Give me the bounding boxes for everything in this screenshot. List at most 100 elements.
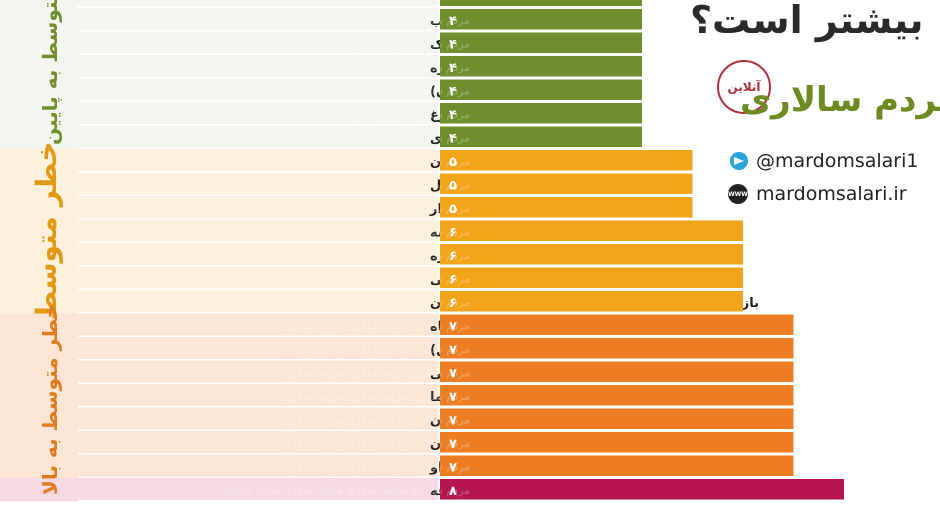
value-label: ۷ [449,343,457,358]
bar [440,432,794,453]
group-panel [0,0,78,149]
bar [440,455,794,476]
row-background [78,337,438,359]
bar [440,0,642,6]
bar-watermark: مردم سالاری مردم سالاری مردم سالاری [283,366,470,379]
value-label: ۶ [449,272,457,287]
row-background [78,478,438,500]
bar [440,408,794,429]
value-label: ۶ [449,225,457,240]
bar-watermark: مردم سالاری مردم سالاری مردم سالاری [283,343,470,356]
value-label: ۴ [449,37,457,52]
bar [440,173,693,194]
row-background [78,266,438,289]
bar-watermark: مردم سالاری مردم سالاری [347,14,470,27]
bar [440,314,794,335]
row-background [78,407,438,430]
group-panel [0,149,78,314]
bar [440,338,794,359]
bar-watermark: مردم سالاری مردم سالاری [347,202,470,215]
row-background [78,243,438,265]
bar [440,244,743,265]
row-background [78,149,438,171]
value-label: ۴ [449,14,457,29]
row-background [78,196,438,218]
telegram-handle[interactable]: @mardomsalari1 [756,150,919,172]
value-label: ۷ [449,437,457,452]
value-label: ۷ [449,319,457,334]
row-background [78,0,438,6]
row-background [78,8,438,30]
row-background [78,172,438,195]
bar [440,32,642,53]
bar [440,79,642,100]
value-label: ۷ [449,413,457,428]
bar-watermark: مردم سالاری مردم سالاری [347,178,470,191]
bar [440,479,844,500]
bar-watermark: مردم سالاری مردم سالاری مردم سالاری [283,319,470,332]
bar-watermark: مردم سالاری مردم سالاری [347,155,470,168]
website-row[interactable]: WWW mardomsalari.ir [728,183,907,205]
online-badge: آنلاین [717,60,771,114]
bar [440,267,743,288]
value-label: ۶ [449,296,457,311]
bar [440,197,693,218]
value-label: ۷ [449,366,457,381]
bar-watermark: مردم سالاری مردم سالاری مردم سالاری [283,225,470,238]
bar [440,56,642,77]
row-background [78,31,438,54]
row-background [78,431,438,453]
bar-watermark: مردم سالاری مردم سالاری مردم سالاری [283,296,470,309]
group-label-medium: خطر متوسط [30,141,63,320]
value-label: ۵ [449,155,457,170]
bar-watermark: مردم سالاری مردم سالاری مردم سالاری [283,272,470,285]
row-background [78,125,438,148]
row-background [78,313,438,336]
bar-watermark: مردم سالاری مردم سالاری مردم سالاری [283,249,470,262]
value-label: ۵ [449,178,457,193]
bar-watermark: مردم سالاری مردم سالاری [347,84,470,97]
bar-watermark: مردم سالاری مردم سالاری [347,108,470,121]
bar-watermark: مردم سالاری مردم سالاری [347,61,470,74]
row-background [78,219,438,242]
group-label-high: خطر متوسط به بالا [38,304,62,495]
bar-watermark: مردم سالاری مردم سالاری [347,37,470,50]
bar [440,220,743,241]
bar-watermark: مردم سالاری مردم سالاری مردم سالاری [283,413,470,426]
bar [440,150,693,171]
row-background [78,55,438,77]
row-background [78,384,438,406]
telegram-icon [730,152,748,170]
group-panel [0,478,78,502]
value-label: ۴ [449,108,457,123]
bar-watermark: مردم سالاری مردم سالاری مردم سالاری [283,437,470,450]
row-background [78,454,438,477]
value-label: ۴ [449,131,457,146]
group-label-low: خطر متوسط به پایین [38,0,62,145]
bar [440,385,794,406]
bar-watermark: مردم سالاری مردم سالاری مردم سالاری [283,390,470,403]
value-label: ۴ [449,61,457,76]
value-label: ۷ [449,390,457,405]
bar [440,291,743,312]
value-label: ۸ [449,484,457,499]
row-background [78,360,438,383]
page-title: بیشتر است؟ [690,0,924,42]
bar-watermark: مردم سالاری مردم سالاری مردم سالاری [283,460,470,473]
row-background [78,78,438,101]
value-label: ۶ [449,249,457,264]
bar-watermark: مردم سالاری مردم سالاری [347,131,470,144]
bar [440,103,642,124]
globe-icon: WWW [728,184,748,204]
row-background [78,102,438,124]
telegram-row[interactable]: @mardomsalari1 [730,150,918,172]
group-panel [0,313,78,478]
website-link[interactable]: mardomsalari.ir [756,183,907,205]
value-label: ۷ [449,460,457,475]
bar [440,361,794,382]
bar [440,126,642,147]
row-background [78,290,438,312]
value-label: ۵ [449,202,457,217]
bar [440,9,642,30]
